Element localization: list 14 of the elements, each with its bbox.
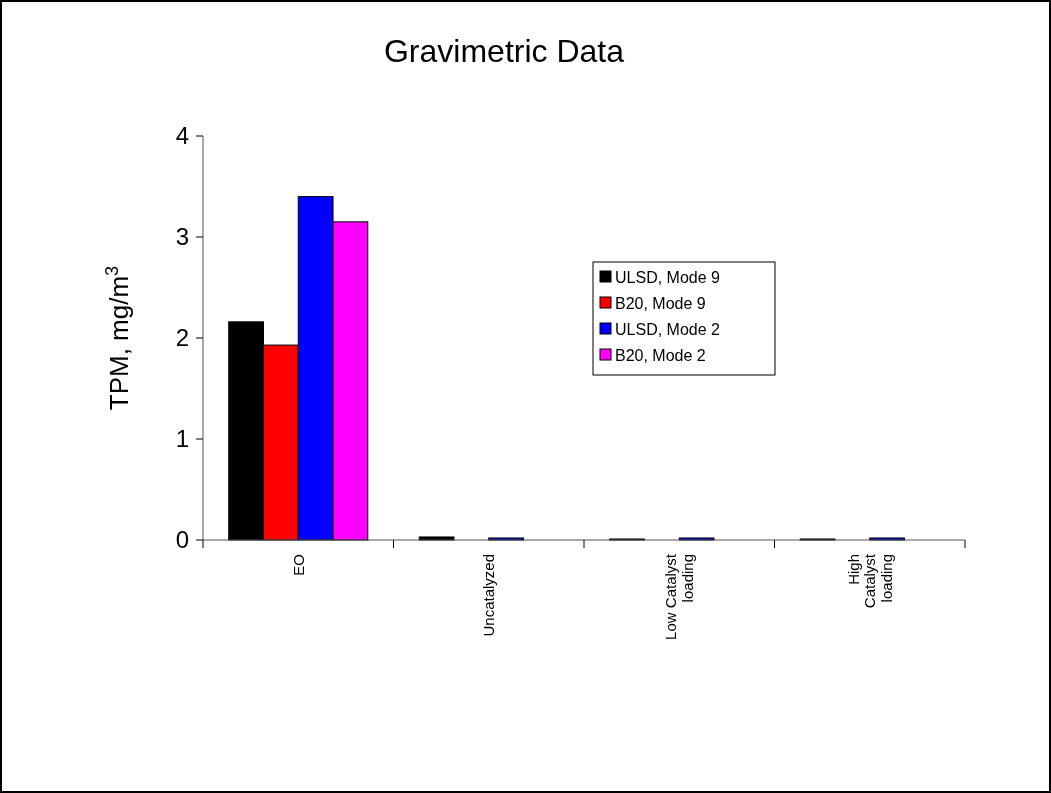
x-tick-label: Low Catalyst loading bbox=[662, 553, 696, 640]
legend-label: ULSD, Mode 2 bbox=[615, 320, 721, 338]
x-tick-label: High Catalyst loading bbox=[844, 553, 895, 609]
x-tick-label: EO bbox=[289, 554, 307, 576]
y-tick-label: 0 bbox=[175, 526, 189, 554]
x-tick-label: Uncatalyzed bbox=[480, 554, 497, 637]
y-tick-label: 1 bbox=[175, 425, 189, 453]
y-tick-label: 4 bbox=[175, 122, 189, 150]
y-tick-label: 3 bbox=[175, 223, 189, 251]
legend-label: ULSD, Mode 9 bbox=[615, 268, 721, 286]
y-tick-label: 2 bbox=[175, 324, 189, 352]
legend-label: B20, Mode 9 bbox=[615, 294, 706, 312]
chart-title: Gravimetric Data bbox=[383, 33, 625, 69]
legend-label: B20, Mode 2 bbox=[615, 346, 706, 364]
